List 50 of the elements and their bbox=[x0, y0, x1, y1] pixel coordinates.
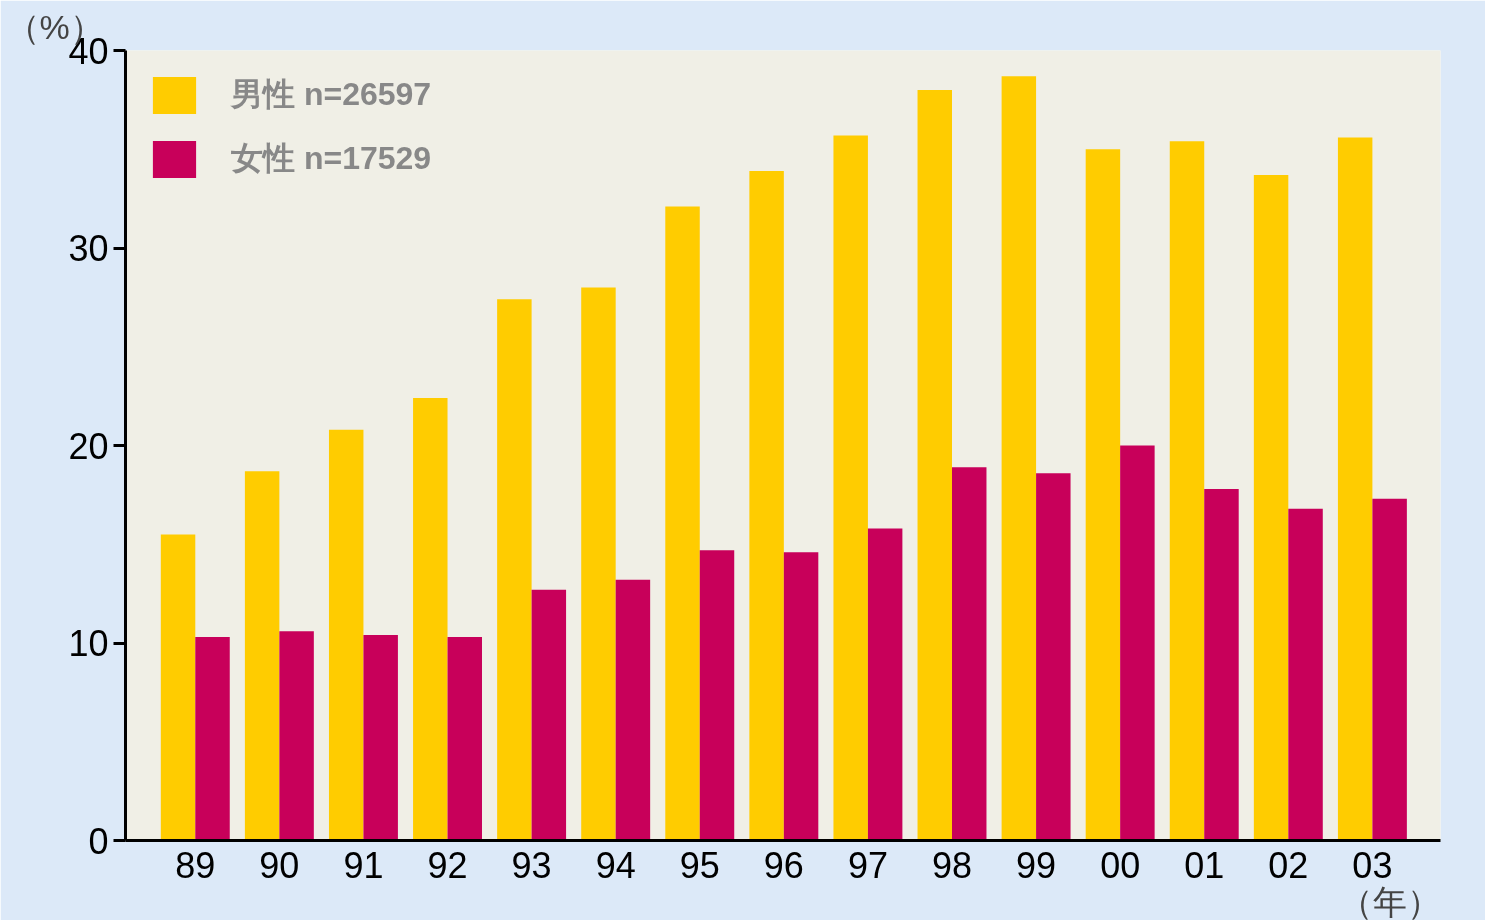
x-tick-label: 91 bbox=[343, 844, 384, 886]
bar bbox=[363, 635, 398, 841]
bar bbox=[1337, 137, 1373, 841]
x-tick-label: 89 bbox=[175, 844, 216, 886]
bar bbox=[413, 398, 448, 841]
x-tick-label: 92 bbox=[427, 844, 468, 886]
bar bbox=[699, 550, 735, 841]
x-tick-label: 94 bbox=[595, 844, 636, 886]
bar bbox=[1001, 76, 1037, 841]
bar bbox=[195, 637, 230, 841]
y-tick-label: 30 bbox=[68, 228, 109, 269]
bar bbox=[665, 206, 700, 841]
bar bbox=[1085, 149, 1121, 841]
bar bbox=[244, 471, 280, 841]
x-tick-label: 98 bbox=[931, 844, 973, 886]
x-tick-label: 99 bbox=[1016, 844, 1057, 886]
bar bbox=[917, 90, 952, 841]
bar bbox=[615, 579, 651, 841]
bar bbox=[279, 631, 314, 841]
bar bbox=[1253, 174, 1289, 841]
bar bbox=[1036, 473, 1071, 841]
bar bbox=[447, 637, 482, 841]
y-tick-label: 0 bbox=[88, 820, 109, 862]
bar bbox=[833, 135, 868, 841]
bar bbox=[1288, 508, 1323, 841]
bar bbox=[328, 429, 364, 841]
bar bbox=[749, 170, 784, 841]
bar bbox=[531, 589, 567, 841]
bar bbox=[1169, 141, 1205, 841]
bar bbox=[497, 299, 532, 841]
bar bbox=[1372, 498, 1407, 841]
x-tick-label: 97 bbox=[847, 844, 888, 886]
x-tick-label: 96 bbox=[763, 844, 804, 886]
x-tick-label: 90 bbox=[259, 844, 300, 886]
bar bbox=[952, 467, 987, 841]
bar bbox=[160, 534, 196, 841]
legend-label: 女性 n=17529 bbox=[231, 139, 432, 178]
y-tick-label: 10 bbox=[68, 623, 109, 664]
x-tick-label: 01 bbox=[1184, 844, 1225, 886]
y-tick-label: 20 bbox=[68, 425, 109, 467]
bar bbox=[1204, 488, 1239, 841]
bar bbox=[581, 287, 616, 841]
bar bbox=[783, 552, 819, 841]
bar bbox=[1120, 445, 1155, 841]
x-tick-label: 00 bbox=[1100, 844, 1141, 886]
legend-label: 男性 n=26597 bbox=[231, 75, 432, 114]
x-tick-label: 93 bbox=[511, 844, 552, 886]
x-tick-label: 95 bbox=[679, 844, 720, 886]
bar bbox=[867, 528, 903, 841]
x-tick-label: 02 bbox=[1268, 844, 1309, 886]
